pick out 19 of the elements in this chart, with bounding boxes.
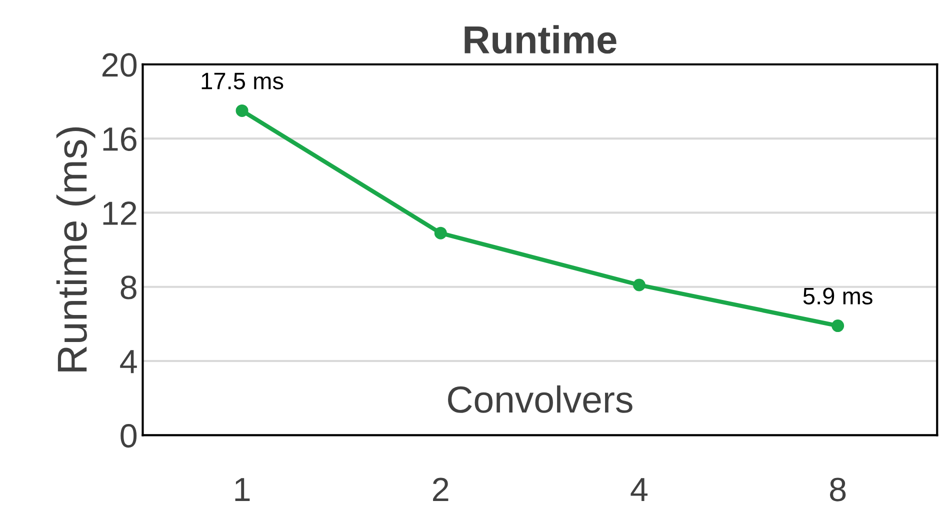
chart-title: Runtime xyxy=(464,25,616,54)
y-tick-label: 16 xyxy=(103,127,136,151)
y-tick-label: 0 xyxy=(120,424,137,448)
y-tick-label: 20 xyxy=(102,53,137,77)
x-tick-label: 8 xyxy=(830,478,846,502)
x-tick-label: 4 xyxy=(630,478,648,501)
x-axis-title: Convolvers xyxy=(448,385,632,413)
y-tick-label: 8 xyxy=(120,276,136,300)
y-tick-label: 4 xyxy=(120,350,137,374)
y-axis-title: Runtime (ms) xyxy=(56,127,96,372)
data-label: 17.5 ms xyxy=(202,72,284,90)
point xyxy=(236,104,248,117)
x-tick-label: 2 xyxy=(433,478,448,501)
point xyxy=(832,320,844,332)
point xyxy=(632,278,646,292)
data-label: 5.9 ms xyxy=(803,288,872,304)
point xyxy=(434,226,447,240)
y-tick-label: 12 xyxy=(103,201,136,225)
x-tick-label: 1 xyxy=(235,478,250,501)
